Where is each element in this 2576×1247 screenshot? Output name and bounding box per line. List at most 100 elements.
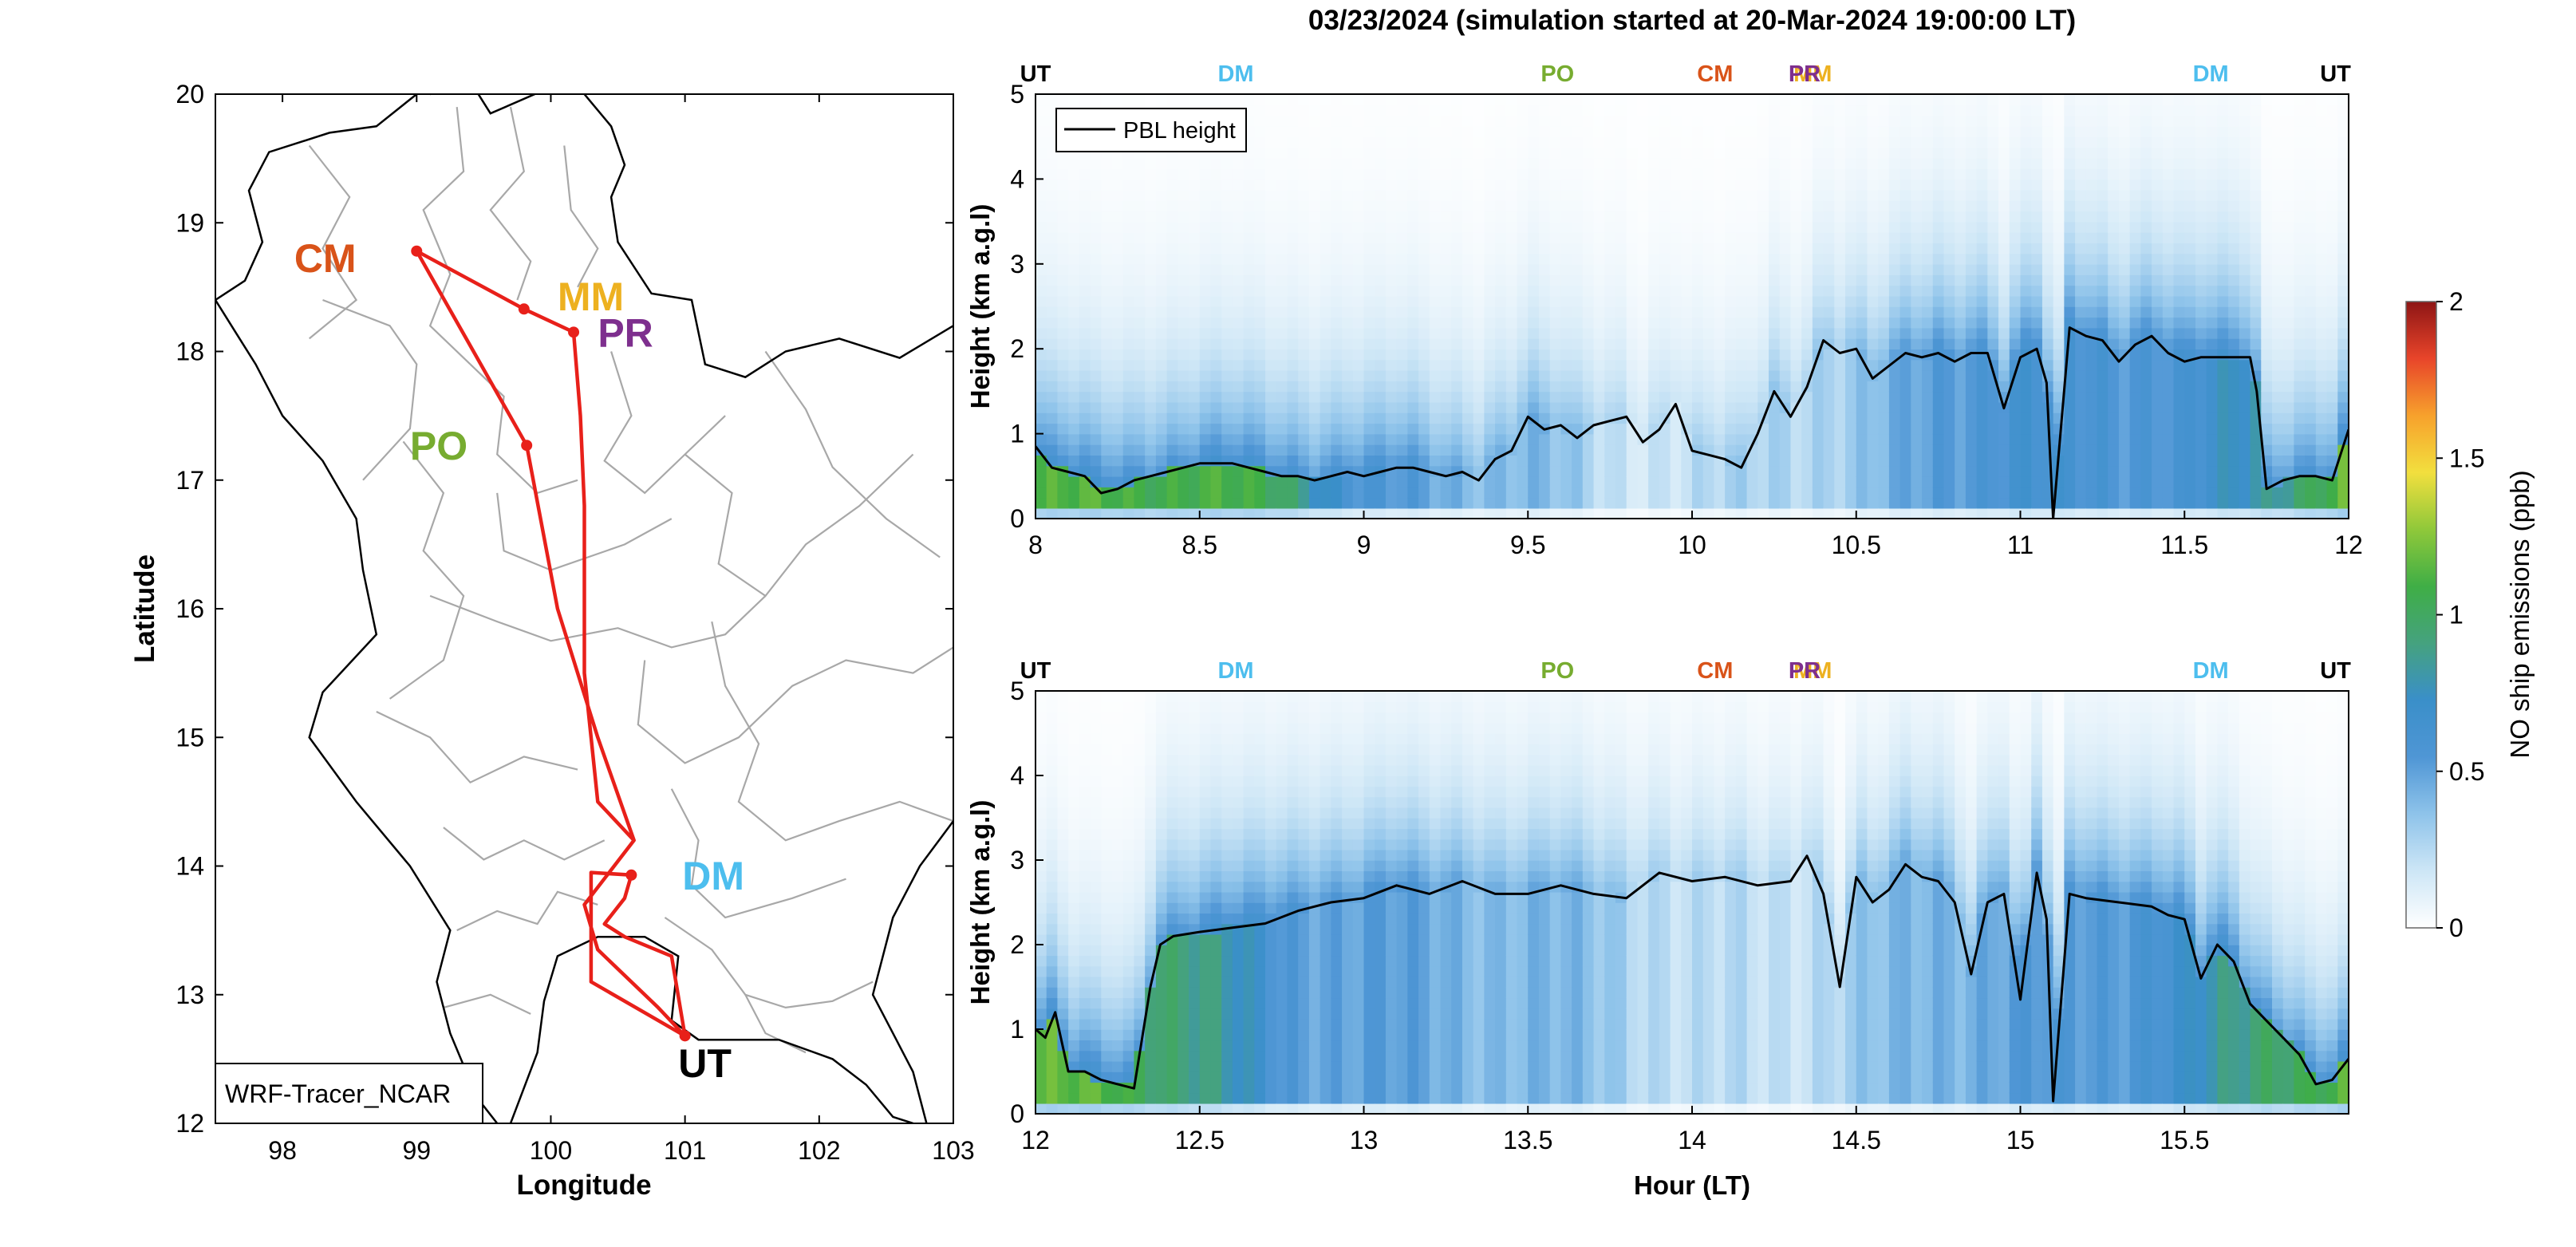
heatmap-cell	[1888, 497, 1901, 509]
heatmap-cell	[1484, 274, 1496, 286]
heatmap-cell	[1867, 105, 1879, 116]
heatmap-cell	[1702, 231, 1715, 243]
heatmap-cell	[2282, 412, 2295, 424]
heatmap-cell	[2075, 295, 2087, 307]
heatmap-cell	[1593, 253, 1606, 265]
heatmap-cell	[1418, 423, 1430, 435]
heatmap-cell	[1955, 285, 1967, 297]
heatmap-cell	[2315, 221, 2328, 233]
heatmap-cell	[1604, 179, 1616, 191]
heatmap-cell	[2129, 317, 2142, 329]
heatmap-cell	[1079, 306, 1091, 318]
heatmap-cell	[1440, 465, 1453, 477]
heatmap-cell	[2282, 349, 2295, 361]
heatmap-cell	[2031, 337, 2043, 349]
heatmap-cell	[1287, 444, 1299, 456]
heatmap-cell	[1714, 125, 1726, 137]
heatmap-cell	[1604, 221, 1616, 233]
heatmap-cell	[1308, 231, 1321, 243]
heatmap-cell	[2140, 381, 2152, 393]
heatmap-cell	[1178, 221, 1189, 233]
heatmap-cell	[1801, 487, 1813, 499]
heatmap-cell	[2085, 401, 2098, 413]
heatmap-cell	[2261, 200, 2273, 212]
heatmap-cell	[1046, 1082, 1059, 1094]
heatmap-cell	[1462, 317, 1474, 329]
heatmap-cell	[1867, 412, 1879, 424]
heatmap-cell	[1987, 200, 1999, 212]
heatmap-cell	[2261, 369, 2273, 381]
heatmap-cell	[1911, 125, 1923, 137]
heatmap-cell	[2305, 125, 2317, 137]
heatmap-cell	[2108, 263, 2120, 275]
heatmap-cell	[1922, 327, 1934, 339]
heatmap-cell	[1375, 497, 1387, 509]
heatmap-cell	[2129, 455, 2142, 467]
heatmap-cell	[1823, 221, 1836, 233]
heatmap-cell	[1155, 412, 1168, 424]
heatmap-cell	[2294, 274, 2306, 286]
heatmap-cell	[1922, 94, 1934, 106]
heatmap-cell	[2250, 444, 2262, 456]
heatmap-cell	[1145, 423, 1157, 435]
heatmap-cell	[1878, 253, 1890, 265]
heatmap-cell	[1867, 317, 1879, 329]
heatmap-cell	[2184, 359, 2196, 371]
map-y-axis-label: Latitude	[129, 554, 160, 663]
heatmap-cell	[2020, 231, 2033, 243]
heatmap-cell	[1407, 211, 1419, 223]
heatmap-cell	[1254, 381, 1266, 393]
heatmap-cell	[1987, 337, 1999, 349]
heatmap-cell	[2041, 381, 2054, 393]
heatmap-cell	[2108, 243, 2120, 255]
heatmap-cell	[1101, 231, 1113, 243]
heatmap-cell	[1210, 327, 1222, 339]
heatmap-cell	[2053, 337, 2065, 349]
heatmap-cell	[1856, 465, 1868, 477]
heatmap-cell	[1375, 391, 1387, 403]
heatmap-cell	[1308, 125, 1321, 137]
heatmap-cell	[1112, 337, 1124, 349]
heatmap-cell	[1155, 359, 1168, 371]
heatmap-cell	[2206, 285, 2219, 297]
heatmap-cell	[2118, 455, 2131, 467]
heatmap-cell	[1046, 1040, 1059, 1052]
heatmap-cell	[2041, 147, 2054, 159]
heatmap-cell	[1911, 369, 1923, 381]
heatmap-cell	[2129, 125, 2142, 137]
heatmap-cell	[2217, 274, 2229, 286]
heatmap-cell	[1199, 381, 1212, 393]
heatmap-cell	[2337, 253, 2349, 265]
heatmap-cell	[1943, 465, 1955, 477]
site-marker-dm	[625, 869, 637, 881]
heatmap-cell	[1352, 359, 1365, 371]
heatmap-cell	[1528, 433, 1540, 445]
heatmap-cell	[1342, 412, 1354, 424]
heatmap-cell	[1145, 465, 1157, 477]
heatmap-cell	[1254, 231, 1266, 243]
heatmap-cell	[1549, 179, 1562, 191]
heatmap-cell	[1790, 136, 1802, 148]
heatmap-cell	[1320, 221, 1332, 233]
heatmap-cell	[1407, 136, 1419, 148]
heatmap-cell	[1888, 263, 1901, 275]
heatmap-cell	[1385, 369, 1398, 381]
heatmap-cell	[2305, 94, 2317, 106]
heatmap-cell	[1714, 253, 1726, 265]
heatmap-cell	[1036, 125, 1047, 137]
heatmap-cell	[1845, 306, 1857, 318]
heatmap-cell	[1178, 285, 1189, 297]
heatmap-cell	[1451, 349, 1463, 361]
heatmap-cell	[2261, 497, 2273, 509]
heatmap-cell	[2184, 147, 2196, 159]
heatmap-cell	[1178, 317, 1189, 329]
heatmap-cell	[1998, 369, 2010, 381]
heatmap-cell	[1375, 211, 1387, 223]
heatmap-cell	[2031, 157, 2043, 169]
heatmap-cell	[2118, 189, 2131, 201]
heatmap-cell	[1189, 433, 1201, 445]
heatmap-cell	[1626, 200, 1639, 212]
heatmap-cell	[1134, 465, 1146, 477]
heatmap-cell	[2228, 433, 2240, 445]
heatmap-cell	[1681, 295, 1693, 307]
